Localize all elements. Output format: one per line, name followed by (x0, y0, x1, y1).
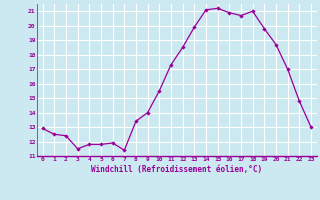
X-axis label: Windchill (Refroidissement éolien,°C): Windchill (Refroidissement éolien,°C) (91, 165, 262, 174)
